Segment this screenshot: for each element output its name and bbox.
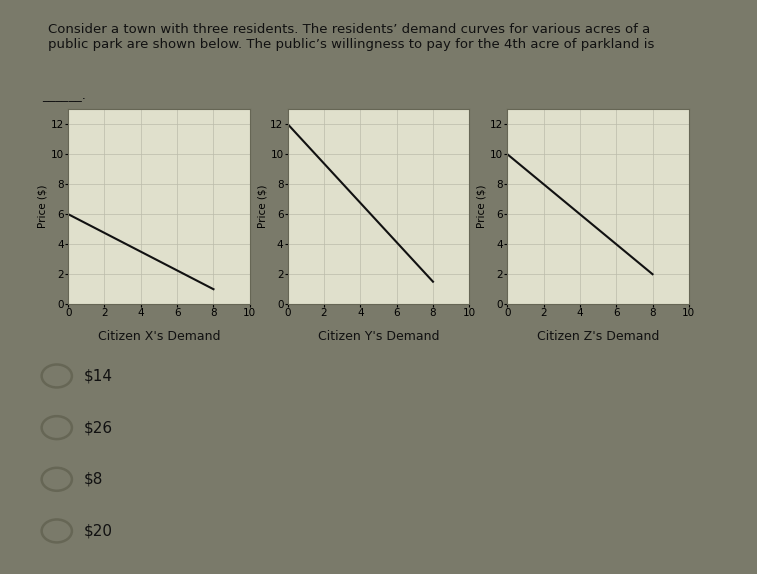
Y-axis label: Price ($): Price ($) bbox=[257, 185, 267, 228]
Text: Consider a town with three residents. The residents’ demand curves for various a: Consider a town with three residents. Th… bbox=[48, 22, 654, 51]
Text: $8: $8 bbox=[83, 472, 103, 487]
Y-axis label: Price ($): Price ($) bbox=[477, 185, 487, 228]
Text: $26: $26 bbox=[83, 420, 112, 435]
Text: $14: $14 bbox=[83, 369, 112, 383]
Text: $20: $20 bbox=[83, 523, 112, 538]
Text: ______.: ______. bbox=[42, 89, 86, 102]
Y-axis label: Price ($): Price ($) bbox=[38, 185, 48, 228]
Text: Citizen Z's Demand: Citizen Z's Demand bbox=[537, 330, 659, 343]
Text: Citizen X's Demand: Citizen X's Demand bbox=[98, 330, 220, 343]
Text: Citizen Y's Demand: Citizen Y's Demand bbox=[318, 330, 439, 343]
